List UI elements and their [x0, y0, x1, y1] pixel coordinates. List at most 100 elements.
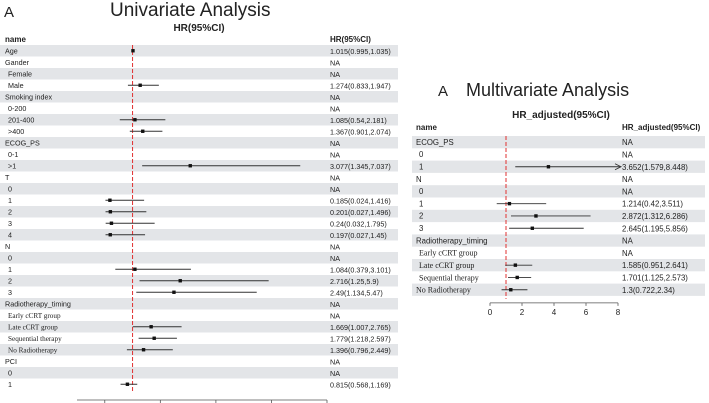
- row-label: N: [5, 242, 10, 251]
- point-estimate: [108, 210, 113, 214]
- row-label: ECOG_PS: [5, 138, 40, 147]
- point-estimate: [509, 288, 513, 292]
- point-estimate: [108, 233, 112, 237]
- point-estimate: [138, 83, 142, 87]
- hr-value: 2.872(1.312,6.286): [622, 212, 688, 221]
- row-label: Sequential therapy: [8, 335, 62, 343]
- row-label: Late cCRT group: [8, 323, 58, 331]
- row-stripe: [0, 321, 398, 333]
- hr-value: 0.197(0.027,1.45): [330, 231, 387, 240]
- row-label: 0: [8, 368, 12, 377]
- row-label: 1: [8, 265, 12, 274]
- hr-value: NA: [622, 187, 634, 196]
- row-stripe: [412, 283, 705, 296]
- hr-value: NA: [330, 150, 340, 159]
- point-estimate: [152, 336, 156, 340]
- row-label: 201-400: [8, 115, 34, 124]
- point-estimate: [172, 290, 176, 294]
- row-label: Early cCRT group: [419, 249, 477, 258]
- point-estimate: [178, 279, 182, 283]
- panel-label: A: [438, 83, 448, 100]
- ci-arrow: [614, 163, 623, 171]
- row-stripe: [0, 252, 398, 264]
- hr-value: 1.779(1.218,2.597): [330, 334, 391, 343]
- hr-value: 1.669(1.007,2.765): [330, 323, 391, 332]
- chart-subtitle: HR(95%CI): [173, 23, 224, 34]
- column-header-value: HR(95%CI): [330, 35, 371, 44]
- row-label: 1: [419, 162, 423, 171]
- point-estimate: [546, 165, 551, 169]
- row-stripe: [0, 137, 398, 149]
- point-estimate: [125, 382, 130, 386]
- row-label: 0-200: [8, 104, 26, 113]
- hr-value: 1.701(1.125,2.573): [622, 273, 688, 282]
- row-label: >1: [8, 161, 16, 170]
- row-label: T: [5, 173, 10, 182]
- hr-value: 1.274(0.833,1.947): [330, 81, 391, 90]
- point-estimate: [534, 214, 538, 218]
- row-label: 2: [8, 207, 12, 216]
- hr-value: NA: [330, 185, 340, 194]
- hr-value: NA: [330, 104, 340, 113]
- hr-value: NA: [622, 175, 634, 184]
- point-estimate: [149, 325, 153, 329]
- point-estimate: [131, 49, 135, 53]
- hr-value: 2.645(1.195,5.856): [622, 224, 688, 233]
- row-label: Radiotherapy_timing: [5, 299, 71, 308]
- row-stripe: [0, 183, 398, 195]
- row-label: PCI: [5, 357, 17, 366]
- chart-title: Multivariate Analysis: [466, 80, 629, 100]
- hr-value: NA: [330, 311, 340, 320]
- x-tick-label: 0: [488, 308, 493, 317]
- chart-subtitle: HR_adjusted(95%CI): [512, 110, 610, 121]
- point-estimate: [109, 221, 114, 225]
- hr-value: NA: [330, 369, 340, 378]
- x-tick-label: 4: [552, 308, 557, 317]
- row-label: Early cCRT group: [8, 312, 61, 320]
- hr-value: NA: [330, 254, 340, 263]
- row-label: 1: [8, 380, 12, 389]
- column-header-name: name: [416, 123, 437, 132]
- hr-value: 1.214(0.42,3.511): [622, 200, 683, 209]
- row-label: 3: [8, 288, 12, 297]
- hr-value: 1.367(0.901,2.074): [330, 127, 391, 136]
- row-label: Female: [8, 69, 32, 78]
- row-label: N: [416, 175, 422, 184]
- hr-value: NA: [330, 139, 340, 148]
- point-estimate: [133, 267, 137, 271]
- row-label: 0: [419, 150, 424, 159]
- row-stripe: [0, 298, 398, 310]
- column-header-name: name: [5, 35, 26, 44]
- hr-value: NA: [330, 58, 340, 67]
- hr-value: NA: [330, 173, 340, 182]
- hr-value: 0.815(0.568,1.169): [330, 380, 391, 389]
- hr-value: NA: [330, 93, 340, 102]
- row-label: 2: [8, 276, 12, 285]
- hr-value: NA: [622, 150, 634, 159]
- hr-value: 2.49(1.134,5.47): [330, 288, 383, 297]
- point-estimate: [141, 129, 145, 133]
- row-label: Smoking index: [5, 92, 53, 101]
- hr-value: 3.652(1.579,8.448): [622, 163, 688, 172]
- row-label: 3: [8, 219, 12, 228]
- row-label: ECOG_PS: [416, 138, 454, 147]
- row-label: 2: [419, 212, 423, 221]
- row-label: Gander: [5, 58, 30, 67]
- row-label: Radiotherapy_timing: [416, 236, 488, 245]
- row-label: 0-1: [8, 150, 18, 159]
- x-tick-label: 8: [616, 308, 621, 317]
- point-estimate: [188, 164, 192, 168]
- row-stripe: [412, 234, 705, 247]
- x-tick-label: 2: [520, 308, 525, 317]
- row-stripe: [0, 206, 398, 218]
- hr-value: 1.084(0.379,3.101): [330, 265, 391, 274]
- row-stripe: [0, 114, 398, 126]
- hr-value: 1.396(0.796,2.449): [330, 346, 391, 355]
- hr-value: 0.24(0.032,1.795): [330, 219, 387, 228]
- point-estimate: [515, 275, 519, 280]
- row-stripe: [0, 229, 398, 241]
- univariate-panel: A Univariate Analysis HR(95%CI) name HR(95%C…: [0, 0, 398, 403]
- row-label: 0: [419, 187, 424, 196]
- column-header-value: HR_adjusted(95%CI): [622, 123, 701, 132]
